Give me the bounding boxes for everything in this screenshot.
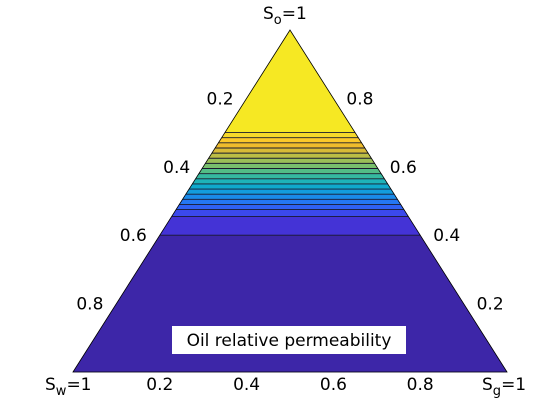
left-tick-label: 0.2 [207,89,234,109]
right-tick-label: 0.8 [346,89,373,109]
contour-band-2 [171,209,409,217]
right-tick-label: 0.2 [477,295,504,315]
contour-band-4 [178,199,402,205]
bottom-tick-label: 0.8 [407,375,434,395]
contour-band-14 [211,147,369,154]
left-tick-label: 0.6 [120,226,147,246]
contour-band-7 [188,183,392,190]
left-tick-label: 0.8 [76,295,103,315]
corner-label-sg: Sg=1 [482,375,526,399]
contour-band-6 [185,188,395,195]
contour-bands [72,29,508,373]
right-tick-label: 0.4 [433,226,460,246]
contour-band-1 [159,216,421,236]
contour-band-8 [191,178,389,185]
left-tick-label: 0.4 [163,158,190,178]
bottom-tick-label: 0.6 [320,375,347,395]
edge-tick-labels: 0.2 0.4 0.6 0.8 0.8 0.6 0.4 0.2 0.2 0.4 0.6 0.8 [76,89,503,395]
contour-band-17 [221,132,359,138]
triangle-outline [72,29,508,373]
contour-band-13 [208,152,372,159]
right-tick-label: 0.6 [390,158,417,178]
contour-band-18 [224,29,356,133]
contour-band-15 [214,142,366,149]
bottom-tick-label: 0.2 [146,375,173,395]
corner-label-sw: Sw=1 [45,375,92,399]
contour-band-16 [217,137,363,144]
contour-band-9 [195,173,385,180]
contour-band-5 [182,193,398,200]
contour-band-11 [201,163,379,169]
title-box [172,326,406,354]
corner-label-so: So=1 [263,4,307,28]
contour-band-3 [175,204,405,210]
contour-lines [159,132,421,236]
chart-title: Oil relative permeability [187,331,392,351]
contour-band-10 [198,168,382,174]
bottom-tick-label: 0.4 [233,375,260,395]
contour-band-12 [204,158,376,164]
